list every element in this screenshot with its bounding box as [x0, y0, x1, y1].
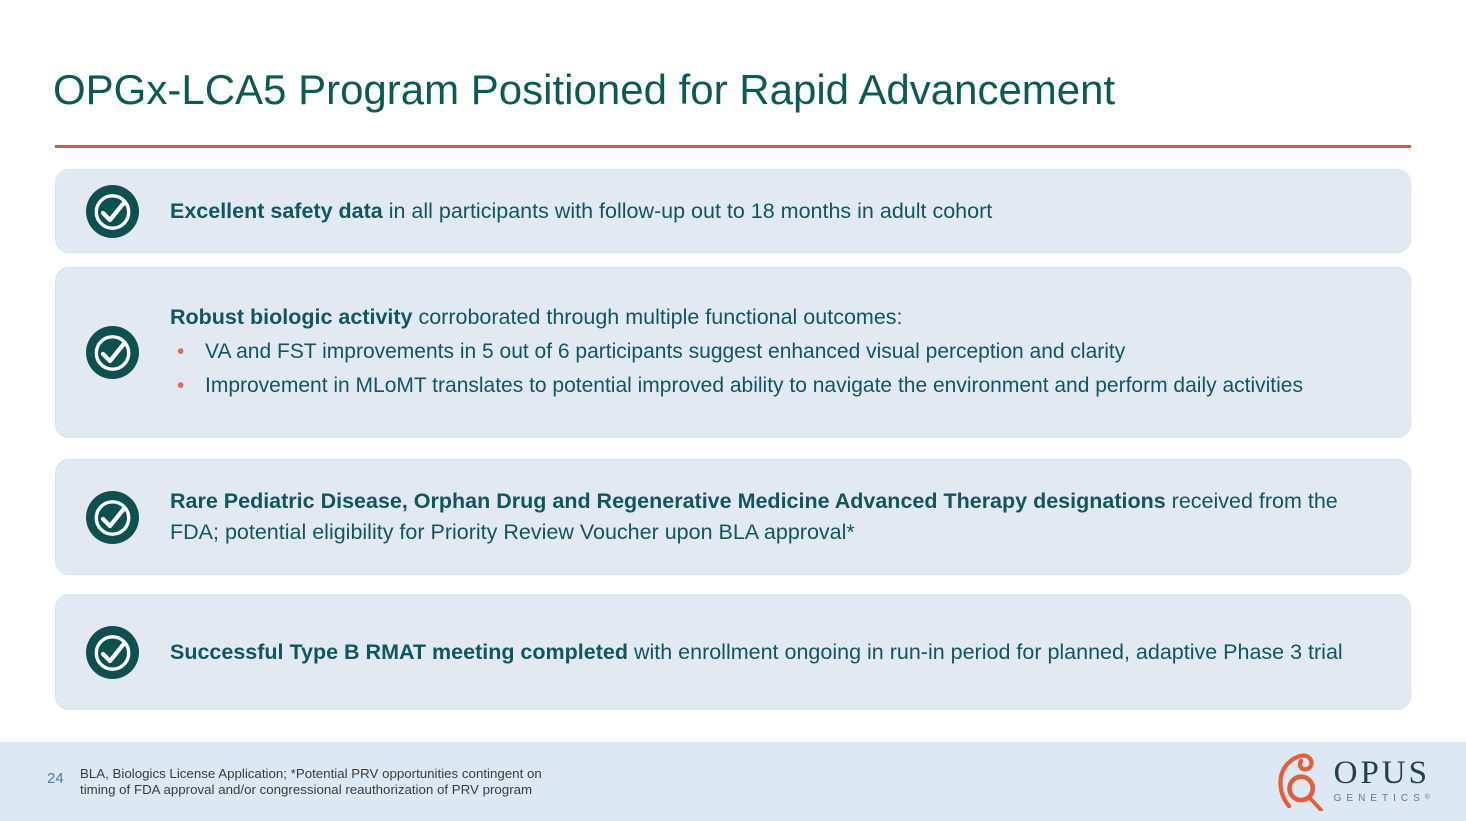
logo-trademark: ® — [1424, 793, 1430, 801]
logo-subtitle-text: GENETICS — [1333, 792, 1425, 804]
safety-card-lead: Excellent safety data — [170, 198, 383, 223]
opus-genetics-logo: OPUS GENETICS® — [1276, 749, 1430, 811]
biologic-activity-bullets: • VA and FST improvements in 5 out of 6 p… — [170, 338, 1303, 402]
check-circle-icon — [86, 490, 139, 544]
designations-lead: Rare Pediatric Disease, Orphan Drug and … — [170, 489, 1166, 514]
footnote-line-2: timing of FDA approval and/or congressio… — [80, 782, 533, 798]
rmat-meeting-card: Successful Type B RMAT meeting completed… — [55, 594, 1411, 710]
bullet-item: • VA and FST improvements in 5 out of 6 p… — [170, 338, 1303, 367]
safety-card: Excellent safety data in all participant… — [55, 169, 1411, 253]
rmat-meeting-rest: with enrollment ongoing in run-in period… — [627, 639, 1343, 664]
footnote-line-1: BLA, Biologics License Application; *Pot… — [80, 766, 542, 781]
safety-card-text: Excellent safety data in all participant… — [170, 196, 992, 227]
biologic-activity-card: Robust biologic activity corroborated th… — [55, 267, 1411, 438]
check-circle-icon — [86, 184, 139, 238]
title-divider — [55, 145, 1411, 148]
bullet-marker: • — [177, 339, 185, 363]
bullet-item: • Improvement in MLoMT translates to pote… — [170, 372, 1303, 401]
slide-title: OPGx-LCA5 Program Positioned for Rapid A… — [53, 66, 1116, 113]
check-circle-icon — [86, 326, 139, 379]
bullet-text: VA and FST improvements in 5 out of 6 pa… — [205, 339, 1126, 363]
highlight-cards: Excellent safety data in all participant… — [55, 169, 1411, 710]
biologic-activity-card-text: Robust biologic activity corroborated th… — [170, 304, 1303, 402]
logo-text: OPUS GENETICS® — [1333, 754, 1430, 804]
slide-footer: 24 BLA, Biologics License Application; *… — [0, 742, 1466, 821]
rmat-meeting-card-text: Successful Type B RMAT meeting completed… — [170, 637, 1343, 668]
designations-card-text: Rare Pediatric Disease, Orphan Drug and … — [170, 486, 1370, 548]
safety-card-rest: in all participants with follow-up out t… — [382, 198, 993, 223]
opus-genetics-swirl-icon — [1278, 753, 1323, 811]
logo-name: OPUS — [1333, 754, 1430, 791]
biologic-activity-heading: Robust biologic activity corroborated th… — [170, 304, 1303, 332]
designations-rest: received from the FDA; potential eligibi… — [170, 489, 1338, 544]
bullet-marker: • — [177, 374, 185, 398]
rmat-meeting-lead: Successful Type B RMAT meeting completed — [170, 639, 628, 664]
check-circle-icon — [86, 625, 139, 679]
bullet-text: Improvement in MLoMT translates to poten… — [205, 374, 1303, 398]
footnote: BLA, Biologics License Application; *Pot… — [80, 766, 542, 799]
designations-card: Rare Pediatric Disease, Orphan Drug and … — [55, 459, 1411, 575]
logo-subtitle: GENETICS® — [1334, 793, 1430, 804]
page-number: 24 — [47, 770, 64, 787]
biologic-activity-rest: corroborated through multiple functional… — [412, 304, 903, 329]
biologic-activity-lead: Robust biologic activity — [170, 304, 413, 329]
